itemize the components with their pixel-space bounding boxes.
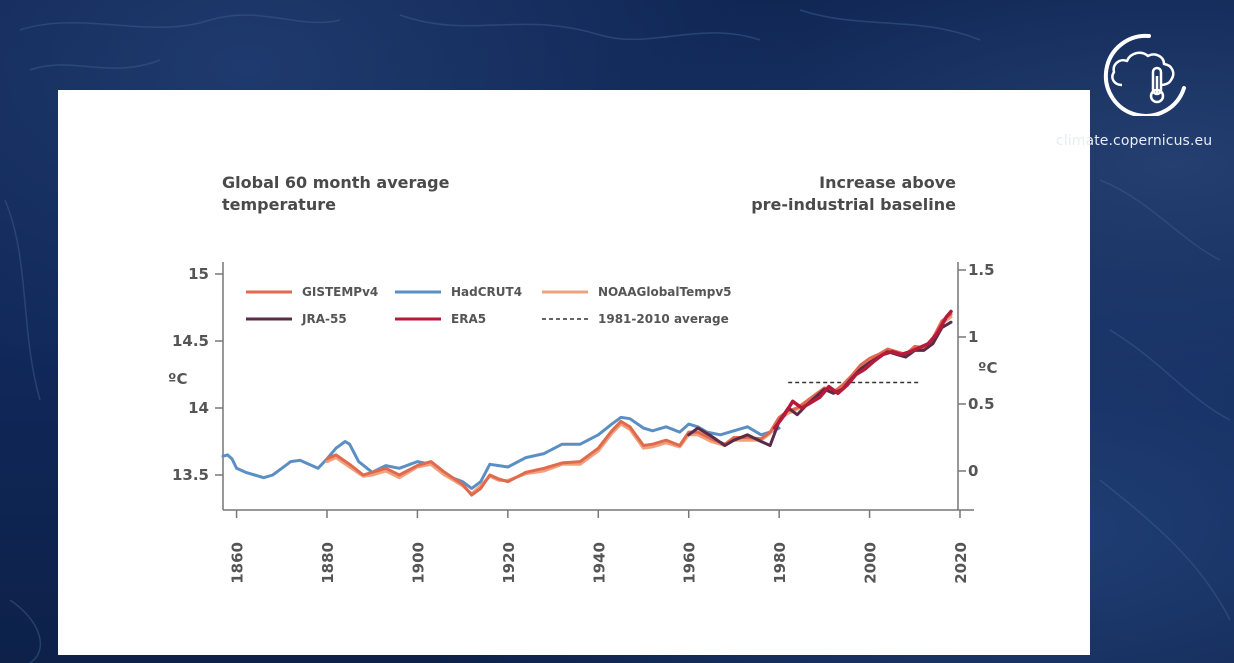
x-tick-label: 2000	[862, 542, 880, 584]
legend-label: HadCRUT4	[451, 285, 522, 299]
brand-url[interactable]: climate.copernicus.eu	[1056, 133, 1213, 149]
y-tick-label: 13.5	[172, 466, 209, 484]
series-line-noaaglobaltempv5	[325, 315, 953, 496]
x-tick-label: 1940	[590, 542, 608, 584]
x-tick-label: 1980	[771, 542, 789, 584]
series-line-hadcrut4	[221, 415, 781, 490]
x-tick-label: 1860	[229, 542, 247, 584]
y-tick-label: 14	[188, 399, 209, 417]
y2-tick-label: 0.5	[968, 395, 995, 413]
chart-title-left-line1: Global 60 month average	[222, 173, 450, 192]
y-tick-label: 15	[188, 265, 209, 283]
y-tick-label: 14.5	[172, 332, 209, 350]
thermometer-cloud-icon	[1103, 33, 1186, 116]
chart-title-right: Increase above pre-industrial baseline	[700, 172, 956, 216]
legend-label: JRA-55	[301, 312, 347, 326]
series-line-gistempv4	[325, 312, 953, 497]
chart-title-left-line2: temperature	[222, 195, 336, 214]
y2-tick-label: 0	[968, 462, 978, 480]
copernicus-logo	[1103, 33, 1186, 116]
x-tick-label: 2020	[952, 542, 970, 584]
chart-card	[58, 90, 1090, 655]
chart-title-left: Global 60 month average temperature	[222, 172, 522, 216]
x-tick-label: 1960	[681, 542, 699, 584]
legend-label: GISTEMPv4	[302, 285, 378, 299]
x-tick-label: 1920	[500, 542, 518, 584]
legend-label-reference: 1981-2010 average	[598, 312, 729, 326]
y2-tick-label: 1.5	[968, 261, 995, 279]
legend-label: NOAAGlobalTempv5	[598, 285, 732, 299]
chart-title-right-line2: pre-industrial baseline	[751, 195, 956, 214]
y-axis-label: ºC	[168, 370, 187, 388]
series-line-jra-55	[687, 320, 953, 447]
chart-title-right-line1: Increase above	[819, 173, 956, 192]
legend-label: ERA5	[451, 312, 486, 326]
x-tick-label: 1880	[319, 542, 337, 584]
y2-axis-label: ºC	[978, 359, 997, 377]
series-line-era5	[772, 309, 953, 430]
x-tick-label: 1900	[409, 542, 427, 584]
y2-tick-label: 1	[968, 328, 978, 346]
